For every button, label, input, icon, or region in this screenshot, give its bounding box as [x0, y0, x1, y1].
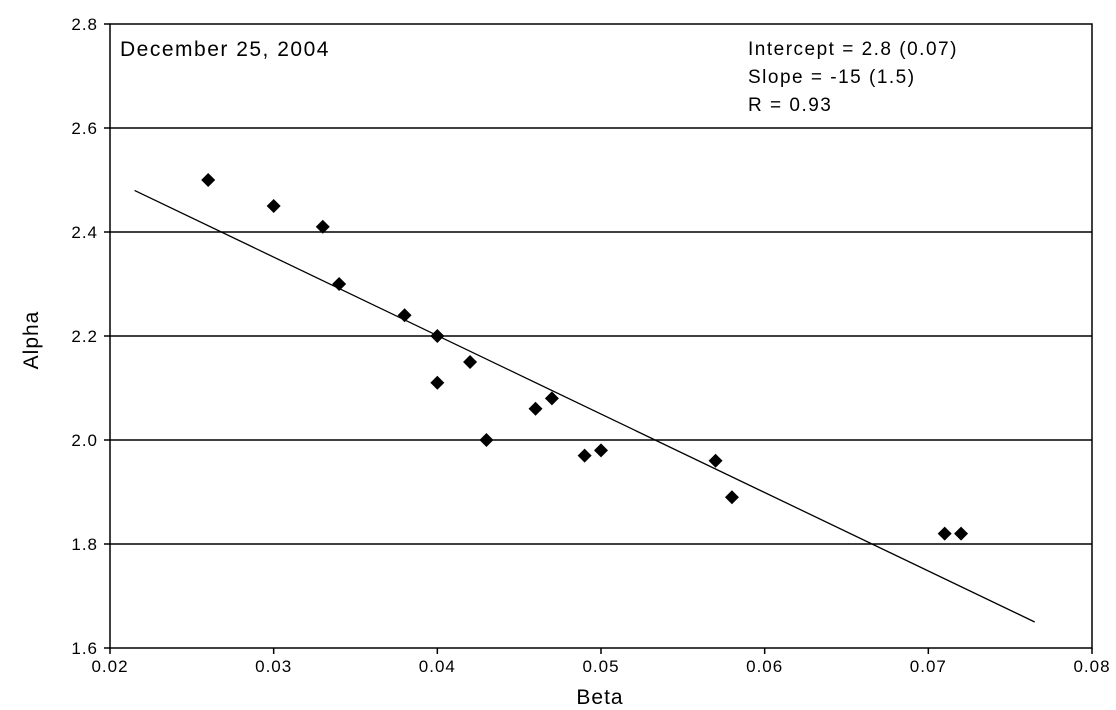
x-tick-label: 0.06 — [746, 657, 783, 676]
regression-line — [134, 189, 1035, 623]
grid-lines — [110, 127, 1092, 545]
x-tick-label: 0.08 — [1073, 657, 1110, 676]
data-point — [577, 448, 592, 463]
data-point — [266, 199, 281, 213]
data-points — [201, 173, 969, 541]
y-tick-label: 2.0 — [71, 431, 98, 450]
y-tick-label: 2.8 — [71, 15, 98, 34]
x-axis-ticks: 0.02 0.03 0.04 0.05 0.06 0.07 0.08 — [91, 648, 1110, 676]
y-axis-label: Alpha — [20, 311, 43, 370]
x-tick-label: 0.07 — [910, 657, 947, 676]
data-point — [708, 453, 723, 468]
data-point — [463, 355, 478, 369]
x-tick-label: 0.03 — [255, 657, 292, 676]
data-point — [397, 308, 412, 323]
data-point — [724, 490, 739, 505]
y-tick-label: 2.6 — [71, 119, 98, 138]
y-tick-label: 1.8 — [71, 535, 98, 554]
x-tick-label: 0.05 — [582, 657, 619, 676]
x-tick-label: 0.04 — [419, 657, 456, 676]
x-tick-label: 0.02 — [91, 657, 128, 676]
y-tick-label: 1.6 — [71, 639, 98, 658]
annotation-slope: Slope = -15 (1.5) — [748, 67, 916, 88]
y-axis-ticks: 1.6 1.8 2.0 2.2 2.4 2.6 2.8 — [71, 15, 110, 658]
data-point — [937, 526, 952, 541]
data-point — [332, 277, 347, 291]
chart-title: December 25, 2004 — [120, 38, 330, 61]
y-tick-label: 2.4 — [71, 223, 98, 242]
y-tick-label: 2.2 — [71, 327, 98, 346]
data-point — [430, 375, 445, 390]
data-point — [544, 391, 559, 406]
data-point — [201, 173, 216, 187]
data-point — [594, 443, 608, 458]
data-point — [528, 401, 543, 416]
data-point — [479, 433, 494, 447]
data-point — [430, 329, 445, 343]
x-axis-label: Beta — [576, 686, 623, 709]
data-point — [315, 219, 330, 234]
annotation-r: R = 0.93 — [748, 95, 832, 116]
annotation-intercept: Intercept = 2.8 (0.07) — [748, 39, 958, 60]
data-point — [954, 526, 969, 541]
